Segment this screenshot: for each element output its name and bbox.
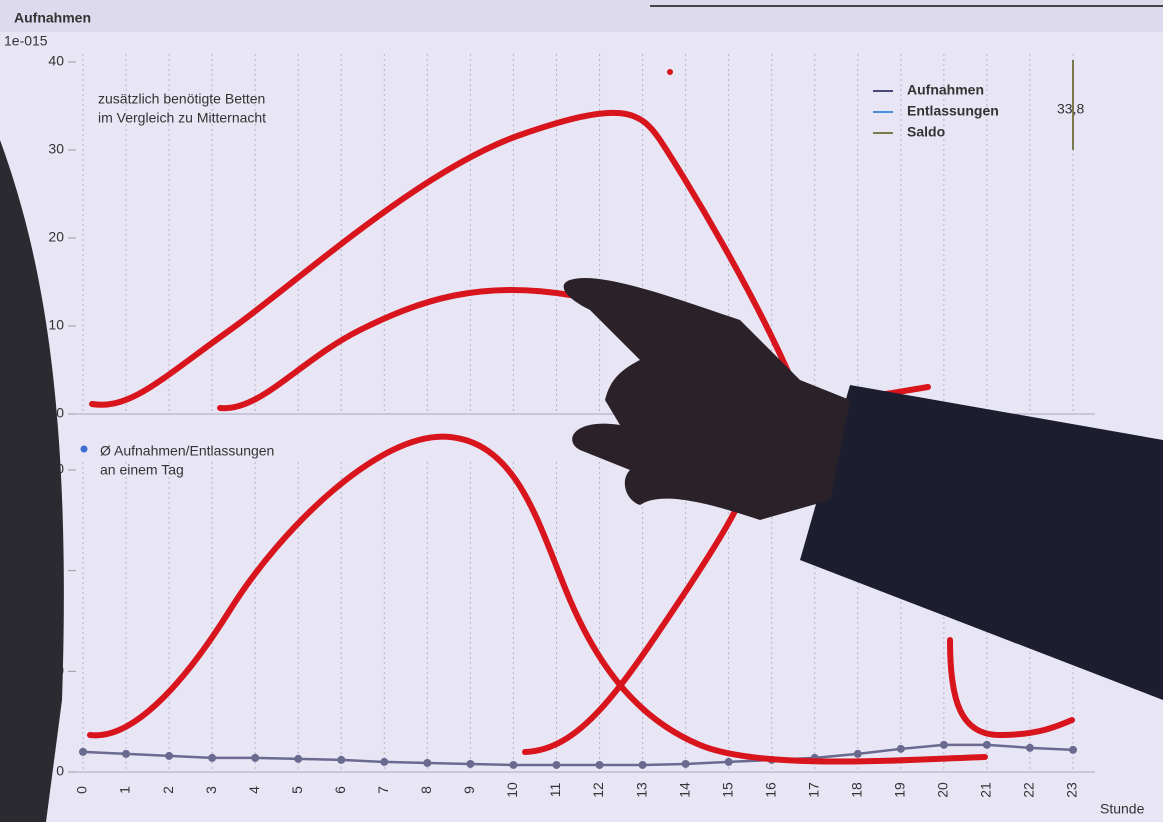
x-tick-label: 2 <box>160 786 176 794</box>
data-point <box>1069 746 1077 754</box>
annotation: im Vergleich zu Mitternacht <box>98 110 266 126</box>
data-point <box>983 741 991 749</box>
x-tick-label: 7 <box>375 786 391 794</box>
x-tick-label: 21 <box>978 782 994 798</box>
data-point <box>165 752 173 760</box>
data-point <box>466 760 474 768</box>
x-tick-label: 17 <box>805 782 821 798</box>
header-bar <box>0 0 1163 32</box>
cursor-label: 33,8 <box>1057 101 1084 117</box>
data-point <box>509 761 517 769</box>
legend-label: Aufnahmen <box>907 82 984 98</box>
x-tick-label: 11 <box>547 783 563 798</box>
x-tick-label: 8 <box>418 786 434 794</box>
data-point <box>940 741 948 749</box>
data-point <box>380 758 388 766</box>
x-tick-label: 10 <box>504 782 520 798</box>
data-point <box>897 745 905 753</box>
data-point <box>1026 744 1034 752</box>
x-tick-label: 13 <box>633 782 649 798</box>
x-tick-label: 1 <box>117 786 133 794</box>
annotation: zusätzlich benötigte Betten <box>98 91 265 107</box>
data-point <box>423 759 431 767</box>
header-title: Aufnahmen <box>14 10 91 26</box>
x-tick-label: 12 <box>590 782 606 798</box>
data-point <box>552 761 560 769</box>
x-tick-label: 19 <box>892 782 908 798</box>
data-point <box>682 760 690 768</box>
y-tick-label: 0 <box>56 763 64 779</box>
y-tick-label: 40 <box>48 53 64 69</box>
x-tick-label: 4 <box>246 786 262 794</box>
data-point <box>854 750 862 758</box>
chart: Aufnahmen 1e-015 01234567891011121314151… <box>0 0 1163 822</box>
x-tick-label: 0 <box>74 786 90 794</box>
x-tick-label: 3 <box>203 786 219 794</box>
data-point <box>725 758 733 766</box>
x-tick-label: 16 <box>762 782 778 798</box>
y-tick-label: 10 <box>48 317 64 333</box>
annotation: an einem Tag <box>100 462 184 478</box>
x-tick-label: 9 <box>461 786 477 794</box>
legend-label: Saldo <box>907 124 945 140</box>
data-point <box>294 755 302 763</box>
y-tick-label: 0 <box>56 405 64 421</box>
x-tick-label: 14 <box>676 782 692 798</box>
exponent-label: 1e-015 <box>4 33 48 49</box>
red-dot <box>667 69 673 75</box>
data-point <box>251 754 259 762</box>
x-axis-label: Stunde <box>1100 801 1145 817</box>
data-point <box>337 756 345 764</box>
x-tick-label: 20 <box>935 782 951 798</box>
data-point <box>79 748 87 756</box>
y-tick-label: 20 <box>48 229 64 245</box>
x-tick-label: 22 <box>1021 782 1037 798</box>
data-point <box>596 761 604 769</box>
annotation-bullet <box>81 446 88 453</box>
x-tick-label: 6 <box>332 786 348 794</box>
x-tick-label: 5 <box>289 786 305 794</box>
y-tick-label: 30 <box>48 141 64 157</box>
annotation: Ø Aufnahmen/Entlassungen <box>100 443 274 459</box>
data-point <box>122 750 130 758</box>
data-point <box>208 754 216 762</box>
data-point <box>639 761 647 769</box>
x-tick-label: 15 <box>719 782 735 798</box>
x-tick-label: 23 <box>1064 782 1080 798</box>
legend-label: Entlassungen <box>907 103 999 119</box>
x-tick-label: 18 <box>848 782 864 798</box>
